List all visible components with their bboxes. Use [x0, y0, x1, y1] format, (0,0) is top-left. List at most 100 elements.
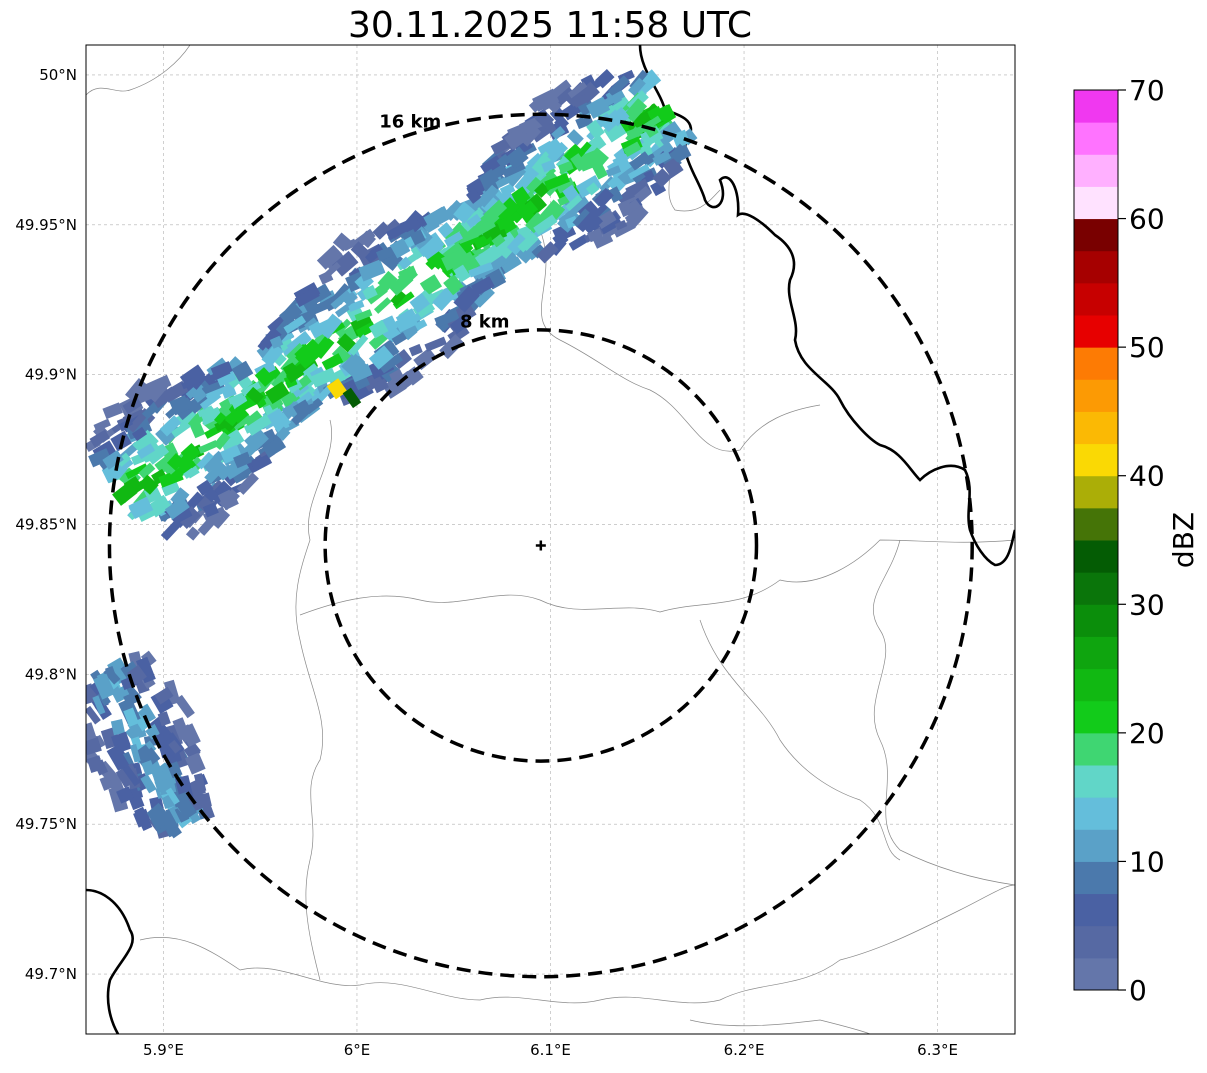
echo-pixel [214, 412, 227, 425]
echo-pixel [627, 163, 650, 180]
echo-pixel [213, 431, 231, 451]
echo-pixel [563, 143, 586, 166]
echo-pixel [92, 695, 106, 715]
lon-tick-label: 6°E [344, 1041, 371, 1059]
echo-pixel [120, 661, 140, 679]
echo-pixel [453, 264, 471, 283]
echo-pixel [539, 96, 557, 112]
lat-tick-label: 49.85°N [15, 516, 77, 534]
echo-pixel [605, 165, 622, 177]
echo-pixel [379, 361, 401, 384]
echo-pixel [565, 215, 579, 229]
echo-pixel [471, 276, 495, 297]
echo-pixel [217, 464, 235, 481]
echo-pixel [555, 177, 576, 194]
echo-pixel [596, 204, 611, 220]
echo-pixel [214, 367, 237, 387]
echo-pixel [269, 335, 284, 349]
colorbar-segment [1074, 925, 1118, 959]
echo-pixel [220, 444, 242, 464]
echo-pixel [662, 157, 684, 179]
echo-pixel [373, 297, 392, 314]
echo-pixel [204, 487, 219, 503]
echo-pixel [106, 744, 130, 771]
echo-pixel [196, 479, 214, 496]
echo-pixel [536, 241, 559, 264]
echo-pixel [551, 126, 566, 140]
echo-pixel [148, 380, 169, 403]
echo-pixel [276, 426, 291, 441]
echo-pixel [102, 402, 123, 420]
echo-pixel [65, 699, 82, 715]
echo-pixel [138, 462, 156, 480]
echo-pixel [246, 414, 272, 436]
echo-pixel [348, 334, 369, 356]
echo-pixel [400, 209, 428, 237]
echo-pixel [152, 386, 178, 409]
echo-pixel [169, 395, 191, 416]
echo-pixel [496, 216, 514, 231]
echo-pixel [355, 321, 377, 339]
echo-pixel [147, 494, 172, 518]
echo-pixel [110, 718, 126, 736]
echo-pixel [86, 735, 102, 756]
echo-pixel [541, 159, 556, 173]
echo-pixel [544, 172, 570, 191]
echo-pixel [586, 147, 609, 170]
echo-pixel [482, 223, 501, 240]
colorbar: 0 10 20 30 40 50 60 70 dBZ [1073, 74, 1200, 1007]
lon-tick-label: 6.2°E [724, 1041, 765, 1059]
colorbar-segment [1074, 829, 1118, 862]
echo-pixel [177, 506, 201, 529]
echo-pixel [107, 657, 132, 685]
echo-pixel [129, 743, 141, 763]
echo-pixel [449, 314, 472, 335]
echo-pixel [521, 142, 537, 156]
echo-pixel [390, 289, 407, 307]
echo-pixel [607, 75, 630, 98]
lon-tick-label: 6.3°E [917, 1041, 958, 1059]
echo-pixel [625, 178, 652, 203]
echo-pixel [124, 416, 153, 440]
echo-pixel [385, 222, 408, 241]
echo-pixel [612, 219, 636, 238]
echo-pixel [594, 187, 614, 209]
colorbar-segment [1074, 765, 1118, 798]
echo-pixel [586, 203, 608, 225]
echo-pixel [437, 222, 454, 239]
echo-pixel [331, 345, 351, 365]
echo-pixel [566, 129, 584, 146]
echo-pixel [581, 213, 604, 234]
echo-pixel [480, 195, 499, 214]
echo-pixel [593, 233, 614, 249]
echo-pixel [534, 182, 550, 198]
border-line [873, 539, 1015, 886]
echo-pixel [570, 153, 588, 172]
echo-pixel [441, 249, 466, 271]
echo-pixel [283, 315, 307, 334]
echo-pixel [202, 380, 225, 395]
echo-pixel [347, 299, 365, 312]
echo-pixel [372, 378, 389, 394]
echo-pixel [409, 292, 431, 314]
echo-pixel [419, 237, 444, 260]
echo-pixel [558, 160, 574, 174]
colorbar-segment [1074, 957, 1118, 991]
colorbar-tick-label: 20 [1129, 717, 1165, 750]
lat-tick-label: 49.95°N [15, 216, 77, 234]
echo-pixel [505, 146, 529, 170]
echo-pixel [531, 244, 547, 259]
echo-pixel [285, 366, 305, 384]
echo-pixel [264, 381, 290, 405]
echo-pixel [262, 436, 287, 458]
echo-pixel [595, 209, 617, 229]
echo-pixel [200, 407, 221, 422]
echo-pixel [323, 249, 346, 272]
echo-pixel [389, 237, 411, 259]
echo-pixel [468, 262, 494, 278]
echo-pixel [120, 762, 141, 787]
echo-pixel [158, 469, 184, 488]
echo-pixel [533, 214, 558, 236]
echo-pixel [185, 526, 201, 541]
echo-pixel [246, 386, 265, 405]
